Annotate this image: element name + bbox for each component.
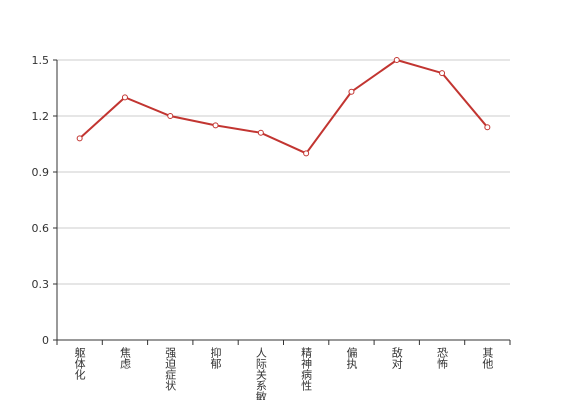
point — [121, 94, 128, 101]
y-tick-label: 0.3 — [32, 278, 50, 291]
x-tick-label: 焦虑 — [118, 347, 131, 369]
point — [348, 88, 355, 95]
point — [393, 57, 400, 63]
x-tick-label: 强迫症状 — [164, 347, 177, 391]
y-tick-label: 0 — [42, 334, 49, 347]
point — [439, 70, 446, 77]
point — [257, 129, 264, 136]
y-tick-label: 1.5 — [32, 54, 50, 67]
x-tick-label: 偏执 — [345, 346, 358, 370]
y-tick-label: 0.6 — [32, 222, 50, 235]
x-tick-label: 恐怖 — [436, 347, 449, 369]
point — [167, 113, 174, 119]
x-tick-label: 人际关系敏感 — [254, 347, 267, 400]
y-tick-label: 1.2 — [32, 110, 50, 123]
x-tick-label: 精神病性 — [300, 347, 313, 392]
line — [78, 58, 489, 155]
point — [484, 124, 491, 131]
x-tick-label: 躯体化 — [73, 347, 86, 381]
x-tick-label: 敌对 — [390, 346, 403, 369]
y-tick-label: 0.9 — [32, 166, 50, 179]
point — [212, 122, 219, 129]
x-tick-label: 其他 — [481, 347, 494, 369]
point — [303, 150, 310, 157]
point — [76, 135, 83, 142]
x-tick-label: 抑郁 — [209, 346, 222, 369]
